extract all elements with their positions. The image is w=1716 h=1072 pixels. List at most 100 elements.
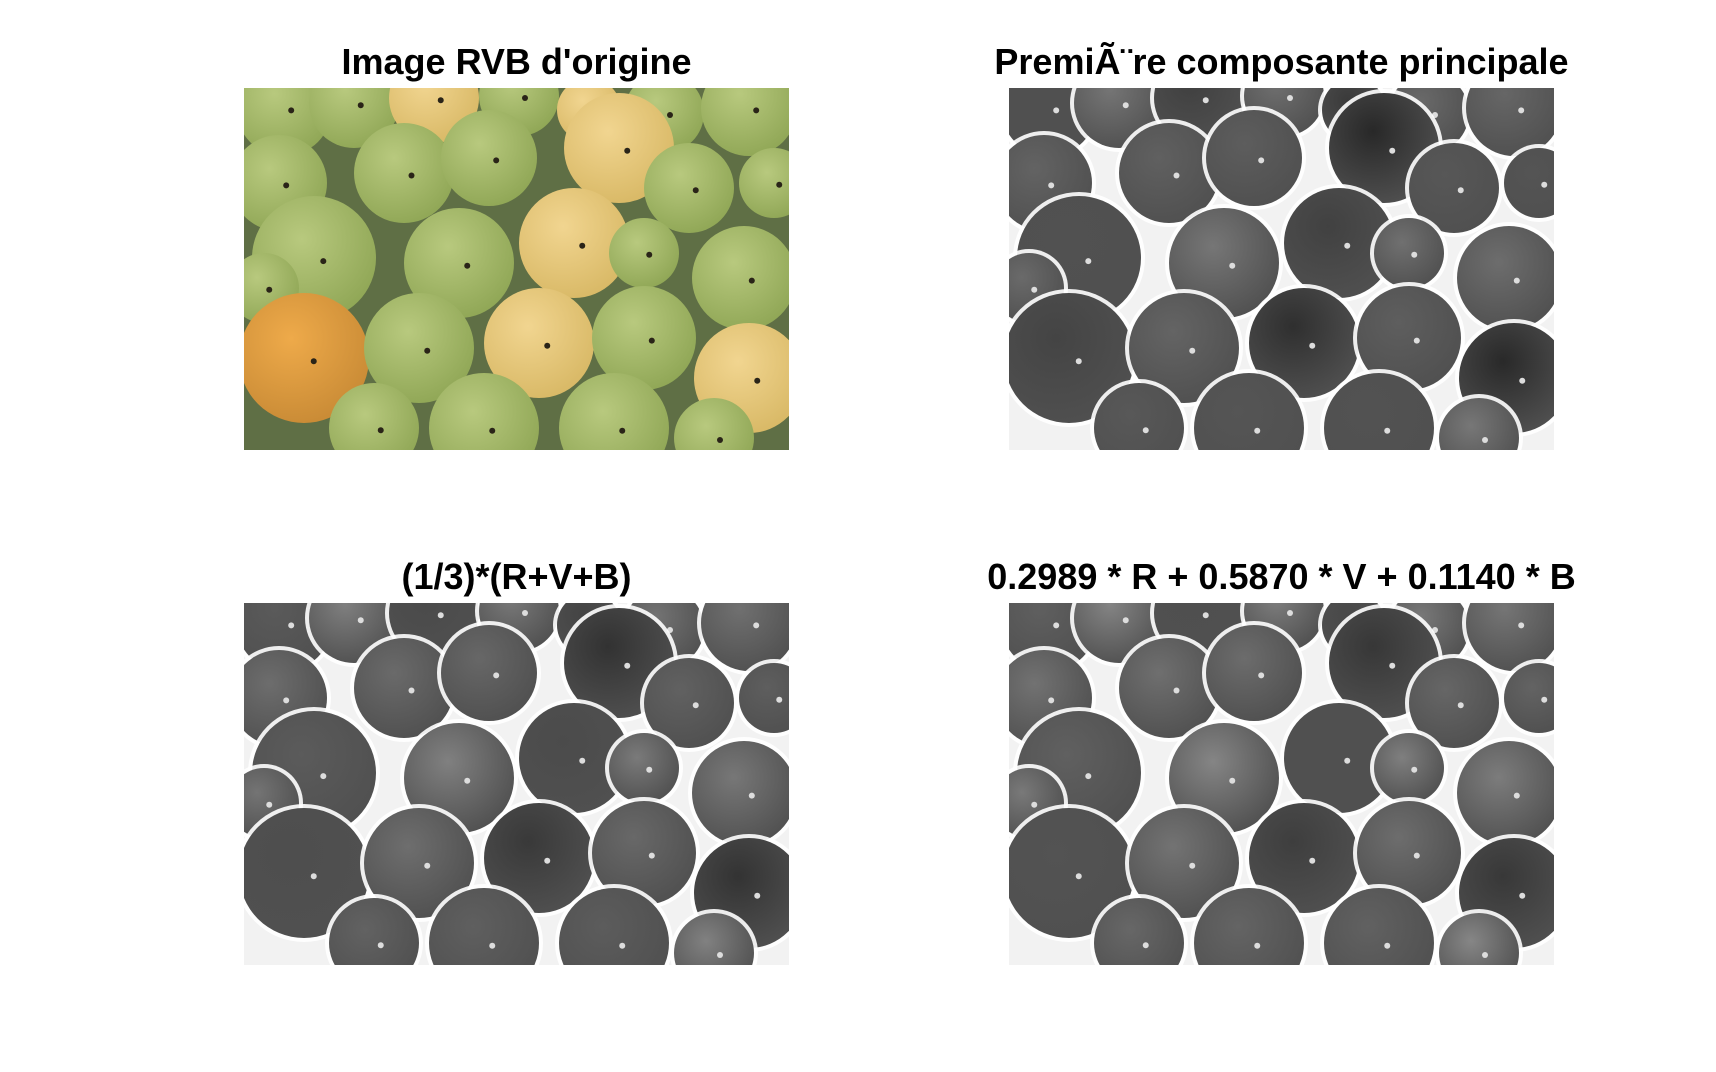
fruit (441, 110, 537, 206)
fruit-stem-spot (1513, 792, 1520, 799)
fruit-stem-spot (1229, 777, 1236, 784)
fruit-stem-spot (1287, 610, 1293, 616)
fruit-stem-spot (310, 358, 317, 365)
fruit-stem-spot (579, 242, 586, 249)
fruit-stem-spot (266, 286, 273, 293)
fruit (701, 603, 789, 671)
fruit-stem-spot (692, 187, 699, 194)
fruit (674, 398, 754, 450)
fruit-stem-spot (1053, 622, 1060, 629)
fruit (1357, 801, 1461, 905)
fruit (692, 741, 789, 845)
fruit-stem-spot (408, 172, 415, 179)
fruit-stem-spot (1413, 852, 1420, 859)
fruit-photo-gray (1009, 88, 1554, 450)
fruit-stem-spot (619, 427, 626, 434)
fruit (1457, 741, 1554, 845)
fruit-stem-spot (1519, 892, 1526, 899)
principal-component-image (1009, 88, 1554, 450)
fruit-stem-spot (1053, 107, 1060, 114)
fruit-stem-spot (1075, 873, 1082, 880)
fruit (592, 801, 696, 905)
fruit (559, 373, 669, 450)
fruit-stem-spot (1258, 157, 1265, 164)
fruit (1374, 733, 1444, 803)
fruit-stem-spot (1309, 342, 1316, 349)
fruit-stem-spot (283, 697, 290, 704)
fruit-stem-spot (1031, 801, 1038, 808)
fruit (1284, 188, 1394, 298)
fruit (1324, 888, 1434, 965)
fruit (484, 288, 594, 398)
fruit (1249, 803, 1359, 913)
panel-title: Image RVB d'origine (341, 41, 692, 82)
fruit (519, 188, 629, 298)
fruit-stem-spot (1075, 358, 1082, 365)
fruit-stem-spot (1482, 952, 1488, 958)
fruit-stem-spot (464, 262, 471, 269)
fruit (329, 383, 419, 450)
fruit-stem-spot (357, 102, 364, 109)
fruit (1357, 286, 1461, 390)
fruit-stem-spot (1085, 773, 1092, 780)
fruit-stem-spot (1287, 95, 1293, 101)
fruit-stem-spot (1048, 182, 1055, 189)
fruit-stem-spot (1142, 427, 1149, 434)
fruit (1129, 293, 1239, 403)
fruit (1504, 663, 1554, 733)
fruit-stem-spot (320, 773, 327, 780)
fruit-stem-spot (1254, 942, 1261, 949)
panel-title: 0.2989 * R + 0.5870 * V + 0.1140 * B (987, 556, 1576, 597)
fruit-stem-spot (754, 892, 761, 899)
fruit (739, 148, 789, 218)
fruit-stem-spot (1482, 437, 1488, 443)
fruit-stem-spot (377, 427, 384, 434)
fruit (592, 286, 696, 390)
fruit-stem-spot (754, 377, 761, 384)
fruit (1194, 888, 1304, 965)
fruit-stem-spot (266, 801, 273, 808)
fruit (404, 208, 514, 318)
fruit-stem-spot (1457, 702, 1464, 709)
fruit-stem-spot (408, 687, 415, 694)
fruit-stem-spot (1142, 942, 1149, 949)
fruit (1009, 293, 1134, 423)
fruit (484, 803, 594, 913)
fruit-stem-spot (717, 437, 723, 443)
fruit-stem-spot (1411, 766, 1418, 773)
fruit (701, 88, 789, 156)
fruit-stem-spot (1122, 617, 1129, 624)
fruit-stem-spot (544, 857, 551, 864)
fruit-stem-spot (320, 258, 327, 265)
fruit (644, 143, 734, 233)
fruit-stem-spot (579, 757, 586, 764)
fruit-stem-spot (624, 147, 631, 154)
fruit-stem-spot (1254, 427, 1261, 434)
fruit-stem-spot (437, 612, 444, 619)
fruit (519, 703, 629, 813)
fruit-stem-spot (1541, 696, 1548, 703)
fruit-stem-spot (776, 181, 783, 188)
fruit-stem-spot (1173, 172, 1180, 179)
fruit (1466, 88, 1554, 156)
fruit (1206, 110, 1302, 206)
original-rgb-image (244, 88, 789, 450)
fruit (739, 663, 789, 733)
fruit-stem-spot (1513, 277, 1520, 284)
fruit-stem-spot (1389, 147, 1396, 154)
fruit (609, 218, 679, 288)
fruit (364, 808, 474, 918)
panel-title: (1/3)*(R+V+B) (401, 556, 632, 597)
fruit-stem-spot (283, 182, 290, 189)
fruit-stem-spot (1202, 97, 1209, 104)
fruit-stem-spot (489, 427, 496, 434)
fruit (1409, 143, 1499, 233)
fruit-photo-gray (1009, 603, 1554, 965)
fruit-stem-spot (619, 942, 626, 949)
fruit-stem-spot (1413, 337, 1420, 344)
fruit-stem-spot (1048, 697, 1055, 704)
fruit-stem-spot (753, 107, 760, 114)
fruit (1324, 373, 1434, 450)
average-gray-image (244, 603, 789, 965)
fruit-stem-spot (288, 107, 295, 114)
